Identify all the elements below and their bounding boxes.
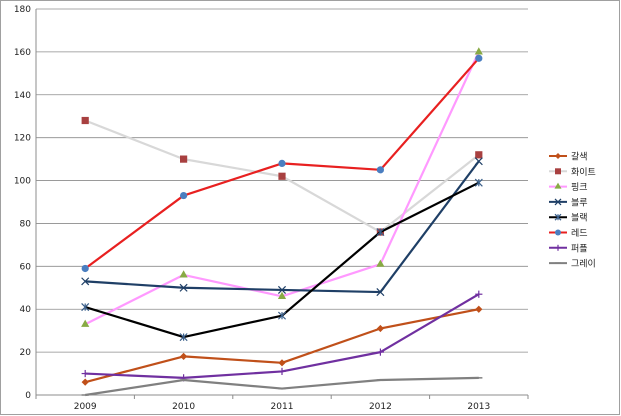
data-point (278, 172, 286, 180)
legend-item: 블랙 (549, 213, 588, 224)
axes: 0 20 40 60 80 100 120 140 160 180 2009 2010 2011 2012… (14, 5, 529, 412)
x-tick-label: 2010 (172, 402, 195, 412)
legend-label: 화이트 (571, 167, 596, 178)
data-point (179, 283, 188, 292)
data-point (179, 333, 188, 342)
legend-label: 갈색 (571, 152, 588, 163)
legend-item: 레드 (549, 228, 588, 239)
data-point (555, 153, 561, 159)
data-point (278, 159, 286, 167)
series-line (85, 376, 479, 397)
data-point (81, 303, 90, 312)
data-point (81, 369, 89, 378)
data-point (555, 229, 561, 236)
y-tick-label: 120 (14, 134, 31, 144)
data-point (376, 166, 384, 174)
y-tick-label: 60 (20, 262, 32, 272)
series-1 (81, 305, 483, 386)
legend-item: 화이트 (549, 167, 596, 178)
data-point (554, 213, 562, 221)
data-point (475, 54, 483, 62)
data-point (474, 178, 483, 187)
data-point (180, 191, 188, 200)
y-tick-label: 160 (14, 48, 31, 58)
y-tick-label: 80 (20, 219, 32, 229)
data-point (180, 352, 188, 360)
data-point (277, 285, 287, 294)
series-line (84, 51, 480, 326)
data-point (81, 264, 89, 273)
legend-item: 퍼플 (549, 243, 588, 254)
data-point (81, 116, 89, 125)
data-point (376, 259, 385, 267)
y-tick-label: 140 (14, 91, 31, 101)
data-point (475, 290, 483, 298)
legend-label: 블랙 (571, 213, 588, 224)
data-point (474, 47, 483, 55)
data-point (376, 348, 384, 356)
data-point (376, 324, 384, 333)
gridlines (36, 8, 528, 353)
legend-label: 퍼플 (571, 243, 588, 254)
series-5 (81, 178, 483, 342)
series-6 (81, 54, 483, 273)
legend-label: 레드 (571, 228, 588, 239)
data-point (475, 305, 483, 313)
data-point (474, 157, 483, 166)
data-point (81, 319, 90, 327)
y-tick-label: 100 (14, 177, 31, 187)
data-point (475, 151, 483, 159)
y-tick-label: 40 (20, 305, 32, 315)
data-point (277, 291, 287, 299)
data-point (554, 198, 562, 206)
series-4 (81, 157, 483, 297)
legend-item: 갈색 (549, 152, 588, 163)
legend-label: 그레이 (571, 259, 596, 270)
y-tick-label: 180 (14, 5, 31, 15)
data-point (180, 155, 188, 163)
y-tick-label: 20 (20, 348, 32, 358)
y-tick-label: 0 (25, 391, 31, 401)
x-tick-label: 2012 (369, 402, 392, 412)
data-point (277, 311, 287, 320)
legend-item: 블루 (549, 197, 588, 208)
legend-item: 그레이 (549, 259, 596, 270)
data-point (376, 288, 385, 297)
data-point (81, 378, 89, 386)
data-point (278, 359, 286, 367)
series-lines (81, 47, 483, 397)
x-tick-label: 2009 (74, 402, 97, 412)
x-tick-label: 2013 (467, 402, 490, 412)
data-point (179, 270, 188, 278)
legend-label: 블루 (571, 197, 588, 208)
series-8 (81, 376, 483, 397)
series-3 (81, 47, 483, 327)
data-point (81, 277, 90, 286)
data-point (555, 168, 561, 175)
series-7 (81, 290, 483, 382)
x-tick-label: 2011 (271, 402, 294, 412)
data-point (376, 227, 385, 237)
data-point (554, 182, 562, 189)
legend-item: 핑크 (549, 182, 588, 193)
data-point (555, 244, 561, 251)
legend-label: 핑크 (571, 182, 588, 193)
data-point (278, 367, 286, 376)
